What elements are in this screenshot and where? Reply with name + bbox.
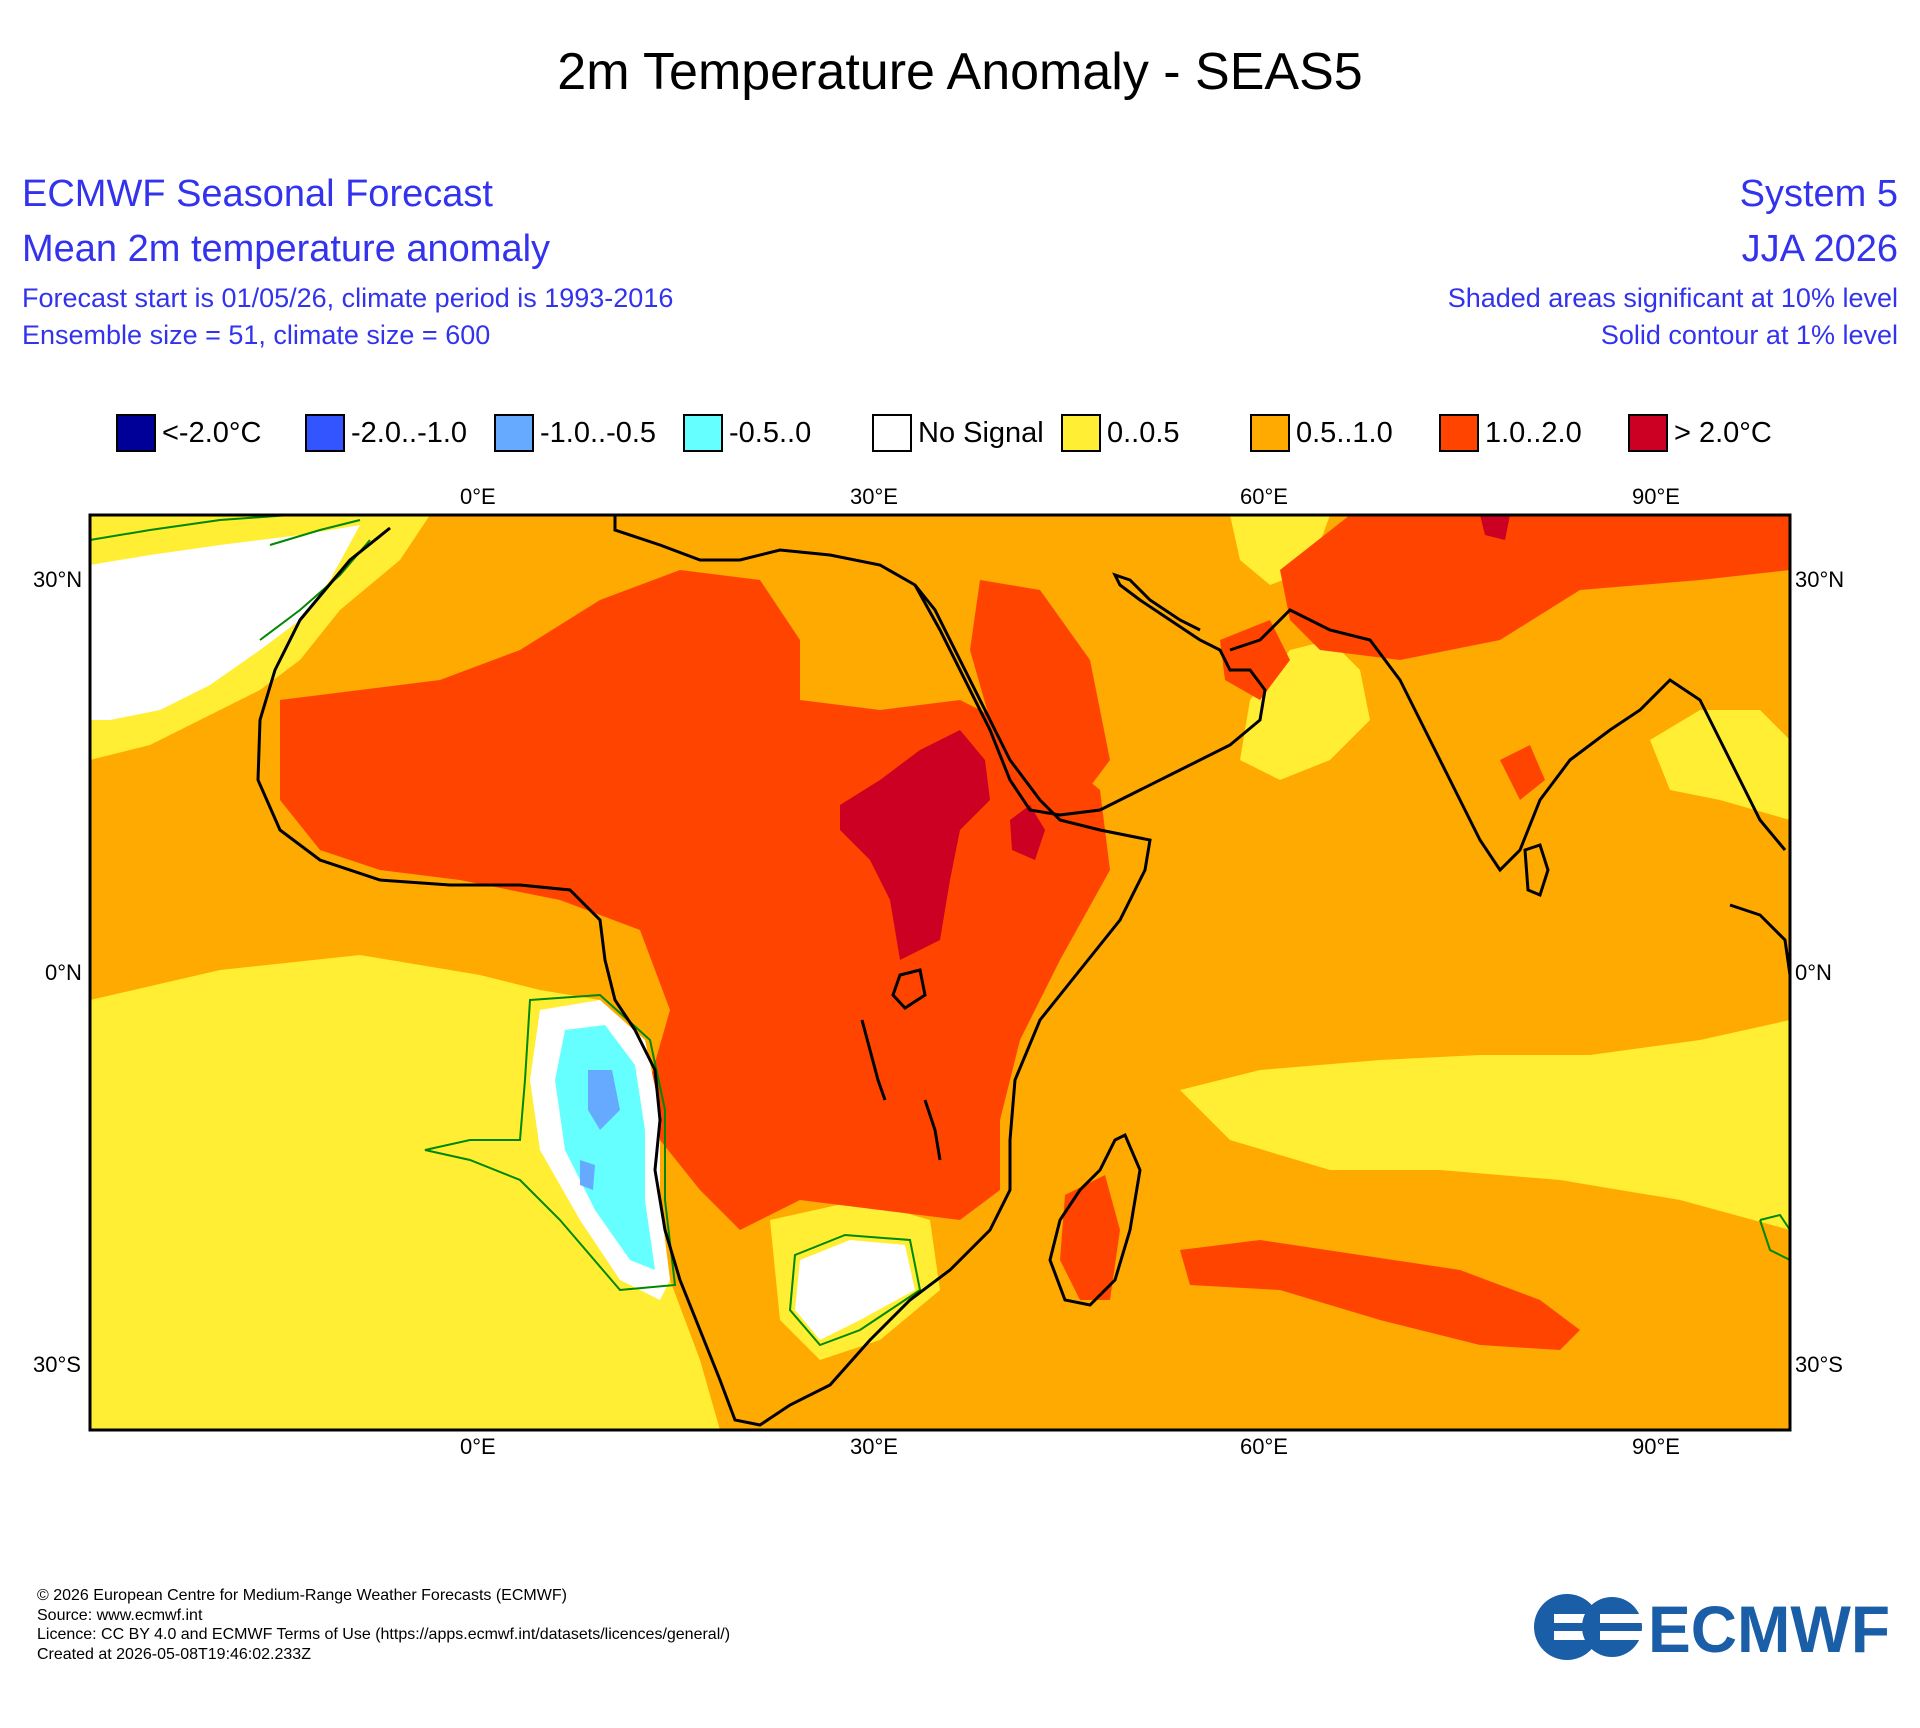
legend-swatch	[1439, 414, 1479, 452]
anomaly-region-lightblue	[588, 1070, 620, 1130]
anomaly-region-darkred	[1480, 515, 1510, 540]
lat-label-right: 30°S	[1795, 1352, 1843, 1377]
anomaly-region-white	[90, 525, 360, 720]
legend-item: 0..0.5	[1061, 410, 1180, 456]
header-contour-note: Solid contour at 1% level	[1600, 320, 1898, 350]
legend-label: -1.0..-0.5	[540, 416, 657, 449]
anomaly-field	[90, 515, 1790, 1430]
legend: <-2.0°C -2.0..-1.0 -1.0..-0.5 -0.5..0 No…	[0, 410, 1920, 456]
footer-credits: © 2026 European Centre for Medium-Range …	[37, 1586, 730, 1664]
coastline-africa	[256, 515, 1152, 1427]
anomaly-region-red	[1500, 745, 1545, 800]
legend-label: <-2.0°C	[162, 416, 262, 449]
legend-item: > 2.0°C	[1628, 410, 1772, 456]
legend-label: > 2.0°C	[1674, 416, 1772, 449]
anomaly-region-red	[1180, 1240, 1580, 1350]
footer-copyright: © 2026 European Centre for Medium-Range …	[37, 1587, 567, 1604]
legend-swatch	[116, 414, 156, 452]
anomaly-region-red	[1280, 515, 1790, 660]
legend-swatch	[305, 414, 345, 452]
lat-label-left: 30°N	[33, 567, 83, 592]
header-significance: Shaded areas significant at 10% level	[1447, 283, 1898, 313]
anomaly-region-darkred	[840, 730, 990, 960]
lon-label-top: 60°E	[1240, 484, 1288, 509]
legend-item: 0.5..1.0	[1250, 410, 1393, 456]
lon-label-bottom: 60°E	[1240, 1434, 1288, 1459]
legend-label: -2.0..-1.0	[351, 416, 468, 449]
lon-label-bottom: 30°E	[850, 1434, 898, 1459]
footer-licence: Licence: CC BY 4.0 and ECMWF Terms of Us…	[37, 1626, 731, 1643]
anomaly-region-red	[280, 570, 1110, 1230]
lon-label-top: 30°E	[850, 484, 898, 509]
anomaly-region-red	[970, 580, 1110, 800]
anomaly-region-yellow	[1650, 710, 1790, 820]
legend-item: No Signal	[872, 410, 1044, 456]
coastline-arabia	[913, 572, 1267, 817]
legend-item: -2.0..-1.0	[305, 410, 467, 456]
header-variable: Mean 2m temperature anomaly	[22, 228, 551, 270]
lon-label-top: 90°E	[1632, 484, 1680, 509]
legend-label: 0.5..1.0	[1296, 416, 1393, 449]
lon-label-top: 0°E	[460, 484, 496, 509]
coastline-persia-india	[1229, 608, 1787, 873]
coastline-lake-malawi	[923, 1099, 942, 1161]
significance-contour	[1759, 1213, 1791, 1261]
anomaly-region-lightblue	[580, 1160, 595, 1190]
legend-item: -1.0..-0.5	[494, 410, 656, 456]
significance-contour	[788, 1233, 922, 1347]
coastlines	[256, 515, 1792, 1427]
anomaly-region-red	[1220, 620, 1290, 700]
legend-swatch	[683, 414, 723, 452]
anomaly-region-red	[1060, 1175, 1120, 1300]
lat-label-right: 0°N	[1795, 960, 1832, 985]
header-forecast-start: Forecast start is 01/05/26, climate peri…	[22, 283, 674, 313]
legend-item: <-2.0°C	[116, 410, 261, 456]
legend-swatch	[494, 414, 534, 452]
coastline-lake-victoria	[891, 968, 927, 1010]
map-frame	[88, 513, 1792, 1432]
coastline-sumatra	[1729, 903, 1792, 976]
legend-swatch	[872, 414, 912, 452]
legend-label: 0..0.5	[1107, 416, 1180, 449]
lon-label-bottom: 90°E	[1632, 1434, 1680, 1459]
lat-label-left: 0°N	[45, 960, 82, 985]
significance-contour	[424, 993, 677, 1292]
anomaly-region-white	[795, 1240, 915, 1340]
lat-label-right: 30°N	[1795, 567, 1845, 592]
legend-label: 1.0..2.0	[1485, 416, 1582, 449]
footer-created: Created at 2026-05-08T19:46:02.233Z	[37, 1645, 311, 1663]
lat-label-left: 30°S	[33, 1352, 81, 1377]
legend-label: -0.5..0	[729, 416, 812, 449]
page-title: 2m Temperature Anomaly - SEAS5	[557, 43, 1363, 101]
legend-item: -0.5..0	[683, 410, 811, 456]
anomaly-region-yellow	[1180, 1020, 1790, 1230]
coastline-sri-lanka	[1523, 843, 1550, 898]
lon-label-bottom: 0°E	[460, 1434, 496, 1459]
footer-source: Source: www.ecmwf.int	[37, 1606, 203, 1624]
legend-label: No Signal	[918, 416, 1044, 449]
logo-mark-icon	[1534, 1594, 1642, 1660]
ecmwf-logo: ECMWF	[1534, 1592, 1890, 1664]
anomaly-region-cyan	[555, 1025, 655, 1270]
legend-item: 1.0..2.0	[1439, 410, 1582, 456]
header-ensemble-size: Ensemble size = 51, climate size = 600	[22, 320, 491, 350]
logo-text: ECMWF	[1648, 1592, 1890, 1664]
legend-swatch	[1250, 414, 1290, 452]
legend-swatch	[1061, 414, 1101, 452]
coastline-madagascar	[1048, 1132, 1142, 1307]
header-forecast-name: ECMWF Seasonal Forecast	[22, 173, 493, 215]
header-system: System 5	[1739, 173, 1898, 215]
legend-swatch	[1628, 414, 1668, 452]
coastline-lake-tanganyika	[860, 1019, 887, 1101]
header-season: JJA 2026	[1741, 228, 1898, 270]
anomaly-region-darkred	[1010, 805, 1045, 860]
